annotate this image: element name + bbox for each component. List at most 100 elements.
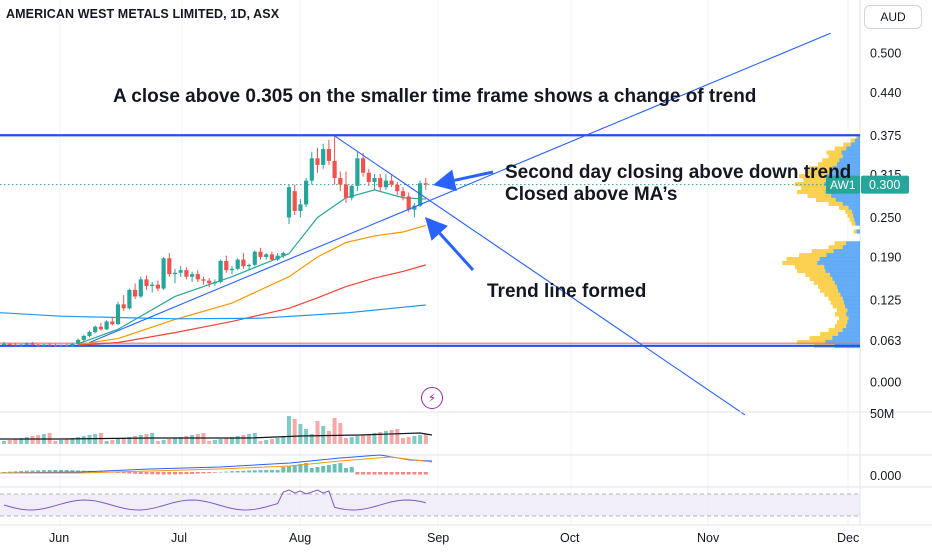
volume-profile-bar-up <box>851 209 860 214</box>
volume-profile-bar-down <box>847 213 854 218</box>
volume-bar <box>87 435 92 444</box>
volume-profile-bar-up <box>842 154 860 159</box>
candle-body <box>224 260 229 271</box>
price-tag-text: 0.300 <box>869 178 900 192</box>
macd-histogram-bar <box>264 470 269 473</box>
candle-body <box>372 178 377 182</box>
volume-ma-line <box>0 432 433 440</box>
volume-profile-bar-up <box>826 253 860 258</box>
macd-histogram-bar <box>36 470 41 473</box>
price-tick-label: 0.000 <box>870 376 901 390</box>
arrow-second-day-head <box>433 169 457 192</box>
volume-bar <box>258 441 263 444</box>
volume-bar <box>321 426 326 444</box>
volume-profile-bar-up <box>850 142 860 147</box>
volume-bar <box>355 436 360 444</box>
volume-profile-bar-up <box>847 308 860 313</box>
volume-profile-bar-up <box>847 320 860 325</box>
volume-bar <box>275 438 280 444</box>
candle-body <box>127 289 132 309</box>
volume-bar <box>344 438 348 444</box>
volume-bar <box>59 440 63 444</box>
volume-profile-bar-down <box>828 154 843 159</box>
volume-profile-bar-down <box>805 272 830 278</box>
volume-bar <box>144 434 149 444</box>
volume-bar <box>247 434 252 444</box>
moving-average-line <box>77 189 426 345</box>
volume-profile-bar-down <box>830 300 844 305</box>
volume-profile-bar-down <box>813 280 835 285</box>
volume-bar <box>366 434 371 444</box>
volume-bar <box>116 439 120 444</box>
macd-histogram-bar <box>252 470 257 473</box>
arrow-trend-line-shaft <box>438 232 475 272</box>
candle-body <box>19 344 24 346</box>
macd-histogram-bar <box>224 471 229 473</box>
volume-profile-bar-up <box>855 221 860 226</box>
volume-bar <box>378 432 383 444</box>
volume-profile-bar-down <box>828 201 843 206</box>
volume-bar <box>372 433 377 444</box>
candle-body <box>383 180 388 188</box>
volume-bar <box>195 434 200 444</box>
candle-body <box>24 343 29 345</box>
currency-button[interactable]: AUD <box>864 5 922 29</box>
candle-body <box>87 331 92 336</box>
price-tick-label: 0.250 <box>870 211 901 225</box>
volume-profile-bar-down <box>818 284 837 289</box>
volume-profile-bar-down <box>818 162 837 167</box>
lightning-icon[interactable]: ⚡ <box>421 387 443 409</box>
candle-body <box>161 258 166 289</box>
macd-histogram-bar <box>7 471 12 473</box>
time-tick-label: Jun <box>49 531 69 545</box>
macd-histogram-bar <box>361 472 366 475</box>
volume-profile-bar-down <box>834 312 847 317</box>
trend-line <box>334 135 746 416</box>
macd-histogram-bar <box>269 470 274 473</box>
rsi-line <box>3 489 426 511</box>
volume-profile-bar-down <box>843 142 851 147</box>
annotation-closed-above-ma: Closed above MA’s <box>505 184 678 205</box>
time-tick-label: Dec <box>837 531 859 545</box>
volume-profile-bar-down <box>786 257 820 262</box>
time-tick-label: Nov <box>697 531 720 545</box>
macd-histogram-bar <box>47 470 52 473</box>
volume-profile-bar-up <box>853 213 860 218</box>
macd-histogram-bar <box>116 472 120 473</box>
macd-histogram-bar <box>321 466 326 473</box>
macd-histogram-bar <box>53 470 58 473</box>
volume-profile-bar-up <box>836 284 860 289</box>
volume-bar <box>315 421 320 444</box>
volume-bar <box>224 438 229 444</box>
macd-histogram-bar <box>218 471 223 473</box>
macd-histogram-bar <box>247 470 252 473</box>
moving-average-line <box>78 264 426 346</box>
candle-body <box>76 339 81 344</box>
macd-histogram-bar <box>304 463 309 473</box>
macd-histogram-bar <box>201 472 206 474</box>
time-tick-label: Aug <box>289 531 311 545</box>
volume-profile-bar-up <box>844 304 860 309</box>
price-tick-label: 0.500 <box>870 47 901 61</box>
macd-histogram-bar <box>401 472 405 475</box>
volume-profile-bar-up <box>834 280 860 285</box>
candle-body <box>70 343 75 346</box>
macd-histogram-bar <box>133 472 138 474</box>
volume-profile-bar-up <box>842 296 860 301</box>
volume-bar <box>298 424 303 444</box>
volume-profile-bar-up <box>842 201 860 206</box>
volume-profile-bar-down <box>809 166 833 171</box>
candle-body <box>13 344 18 346</box>
macd-histogram-bar <box>121 472 126 474</box>
time-tick-label: Oct <box>560 531 580 545</box>
candle-body <box>292 191 297 211</box>
volume-bar <box>423 434 428 444</box>
volume-bar <box>304 429 309 444</box>
volume-profile-bar-up <box>841 150 860 155</box>
candle-body <box>315 158 320 165</box>
volume-profile-bar-down <box>845 209 852 214</box>
volume-profile-bar-up <box>848 205 860 210</box>
candle-body <box>258 251 263 257</box>
